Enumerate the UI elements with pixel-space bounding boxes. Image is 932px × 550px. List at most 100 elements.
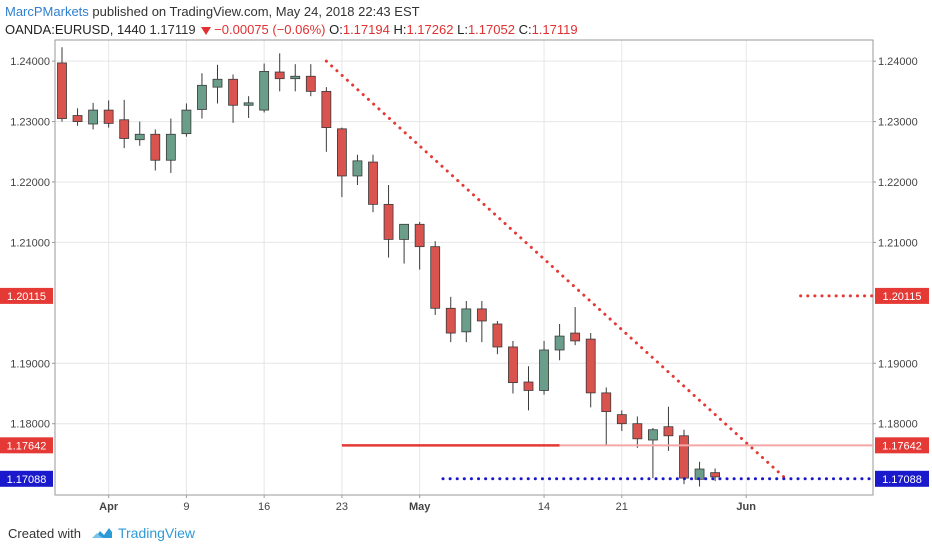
axes: 1.24000 1.24000 1.23000 1.23000 1.22000 1.220…	[10, 39, 918, 513]
price-label-text-left: 1.20115	[7, 291, 46, 303]
candle	[368, 154, 378, 213]
candle	[383, 185, 394, 258]
candle-body	[259, 71, 270, 111]
candle-body	[165, 133, 176, 161]
candle	[679, 429, 689, 485]
candle-body	[197, 84, 207, 110]
candle-body	[212, 78, 223, 88]
candle	[648, 427, 658, 479]
candle	[570, 307, 581, 346]
candle-body	[679, 435, 689, 479]
y-tick-label-right: 1.19000	[878, 358, 918, 370]
candles	[57, 47, 720, 487]
close-value: 1.17119	[531, 22, 578, 37]
close-label: C:	[518, 22, 532, 37]
tradingview-cloud-icon	[91, 528, 112, 538]
candle-body	[492, 323, 503, 348]
y-tick-label-left: 1.19000	[10, 358, 50, 370]
candle	[305, 64, 316, 97]
price-label-box-left	[0, 470, 53, 487]
candle	[259, 63, 270, 113]
candle	[57, 47, 67, 122]
candle-body	[57, 62, 67, 119]
open-label: O:	[329, 22, 343, 37]
price-label-box-right	[875, 437, 929, 454]
candle-body	[616, 414, 627, 425]
down-triangle-icon	[201, 26, 212, 35]
chart-header: MarcPMarkets published on TradingView.co…	[5, 3, 925, 39]
candle-body	[523, 381, 534, 391]
candle-body	[508, 346, 518, 384]
tradingview-brand[interactable]: TradingView	[91, 525, 195, 541]
candle-body	[414, 223, 425, 248]
candle-body	[554, 335, 565, 351]
price-label-text-right: 1.17088	[882, 474, 922, 486]
y-tick-label-right: 1.21000	[878, 237, 918, 249]
candle	[134, 121, 145, 146]
candle	[554, 323, 565, 361]
low-value: 1.17052	[467, 22, 515, 37]
candle	[165, 118, 176, 173]
candle-body	[570, 332, 581, 342]
candle-body	[368, 161, 378, 205]
candle	[103, 100, 114, 128]
y-tick-label-right: 1.18000	[878, 419, 918, 431]
candle-body	[445, 307, 456, 334]
candle	[414, 221, 425, 270]
x-tick-label: 21	[616, 501, 628, 513]
candle	[352, 154, 363, 186]
candle	[539, 340, 549, 395]
candle-body	[274, 71, 285, 80]
candle	[710, 468, 720, 482]
candle	[321, 87, 332, 152]
price-change: −0.00075 (−0.06%)	[214, 22, 326, 37]
x-tick-label: Apr	[99, 501, 119, 513]
price-labels: 1.20115 1.20115 1.17642 1.17642 1.17088 1.170…	[0, 287, 929, 487]
candle	[585, 333, 596, 408]
candle-body	[461, 308, 472, 333]
candle-body	[181, 109, 192, 135]
candle	[461, 301, 472, 343]
candle	[632, 416, 643, 448]
price-label-text-left: 1.17642	[7, 440, 47, 452]
price-label-text-left: 1.17088	[7, 474, 47, 486]
candle-body	[134, 133, 145, 141]
candle	[508, 340, 518, 394]
price-label-box-left	[0, 287, 53, 304]
symbol-line: OANDA:EURUSD, 1440 1.17119 −0.00075 (−0.…	[5, 21, 925, 39]
trendline-dotted	[324, 59, 787, 480]
candle-body	[72, 115, 83, 122]
high-label: H:	[393, 22, 407, 37]
candle	[399, 223, 410, 264]
candle	[212, 64, 223, 104]
candle-body	[243, 102, 254, 106]
candle	[663, 406, 674, 451]
candle	[150, 129, 161, 171]
high-value: 1.17262	[406, 22, 454, 37]
author-link[interactable]: MarcPMarkets	[5, 4, 89, 19]
created-with-text: Created with	[8, 525, 81, 541]
candle-body	[305, 75, 316, 92]
y-tick-label-right: 1.24000	[878, 56, 918, 68]
candle-body	[103, 109, 114, 124]
symbol-label[interactable]: OANDA:EURUSD, 1440	[5, 22, 146, 37]
publish-line: MarcPMarkets published on TradingView.co…	[5, 3, 925, 21]
candle	[243, 96, 254, 118]
candle	[72, 108, 83, 126]
candle-body	[663, 426, 674, 437]
candle-body	[383, 203, 394, 240]
candle-body	[290, 75, 301, 80]
candle-body	[399, 223, 410, 240]
y-tick-label-left: 1.18000	[10, 419, 50, 431]
candle	[181, 103, 192, 137]
x-tick-label: 16	[258, 501, 270, 513]
candle-body	[228, 78, 238, 106]
y-tick-label-right: 1.22000	[878, 177, 918, 189]
low-label: L:	[457, 22, 468, 37]
annotations[interactable]	[324, 59, 875, 481]
candle	[88, 102, 98, 130]
candle-body	[632, 423, 643, 440]
x-tick-label: May	[409, 501, 431, 513]
x-tick-label: 9	[183, 501, 189, 513]
